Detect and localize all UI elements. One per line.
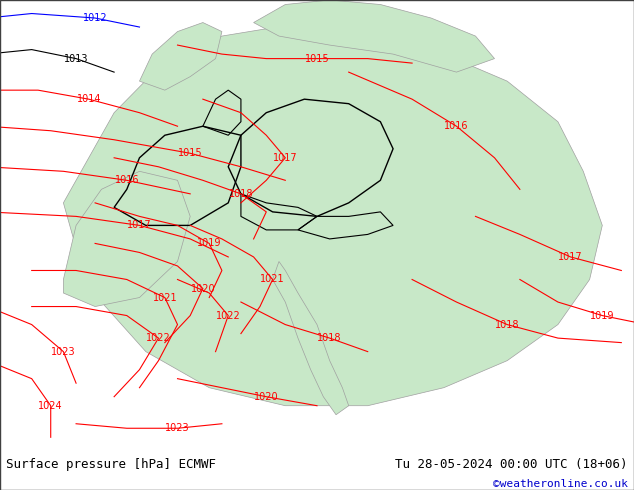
Text: 1016: 1016 (444, 121, 469, 131)
Polygon shape (63, 172, 190, 307)
Text: 1017: 1017 (273, 153, 297, 163)
Text: 1014: 1014 (77, 94, 101, 104)
Text: 1018: 1018 (318, 333, 342, 343)
Text: 1023: 1023 (51, 346, 75, 357)
Text: 1018: 1018 (229, 189, 253, 199)
Text: 1019: 1019 (197, 239, 221, 248)
Text: 1020: 1020 (191, 284, 215, 294)
Polygon shape (139, 23, 222, 90)
Text: Tu 28-05-2024 00:00 UTC (18+06): Tu 28-05-2024 00:00 UTC (18+06) (395, 458, 628, 471)
Text: 1015: 1015 (305, 53, 329, 64)
Text: 1021: 1021 (153, 293, 177, 302)
Text: 1012: 1012 (83, 13, 107, 23)
Text: 1022: 1022 (146, 333, 171, 343)
Text: 1020: 1020 (254, 392, 278, 402)
Polygon shape (63, 23, 602, 406)
Text: 1023: 1023 (165, 423, 190, 433)
Text: 1017: 1017 (559, 252, 583, 262)
Text: 1024: 1024 (39, 401, 63, 411)
Text: 1021: 1021 (261, 274, 285, 285)
Text: 1018: 1018 (495, 319, 519, 330)
Polygon shape (254, 0, 495, 72)
Text: 1015: 1015 (178, 148, 202, 158)
Text: Surface pressure [hPa] ECMWF: Surface pressure [hPa] ECMWF (6, 458, 216, 471)
Text: 1016: 1016 (115, 175, 139, 185)
Text: 1022: 1022 (216, 311, 241, 320)
Text: 1017: 1017 (127, 220, 152, 230)
Text: 1013: 1013 (64, 53, 88, 64)
Text: ©weatheronline.co.uk: ©weatheronline.co.uk (493, 479, 628, 489)
Text: 1019: 1019 (590, 311, 614, 320)
Polygon shape (273, 262, 349, 415)
